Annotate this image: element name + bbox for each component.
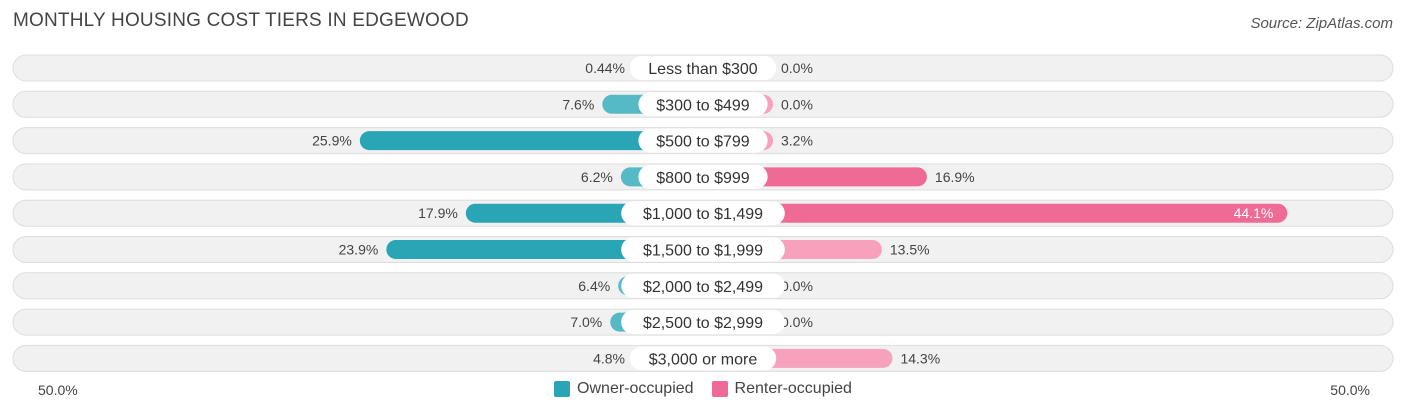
legend-item-renter[interactable]: Renter-occupied: [711, 380, 852, 398]
renter-swatch: [711, 381, 728, 397]
renter-value-label: 0.0%: [781, 278, 813, 294]
renter-value-label: 0.0%: [781, 96, 813, 112]
category-pill: [638, 92, 768, 117]
renter-value-label: 3.2%: [781, 133, 813, 149]
renter-value-label: 44.1%: [1234, 205, 1274, 221]
renter-value-label: 16.9%: [935, 169, 975, 185]
category-label: $300 to $499: [656, 97, 750, 114]
owner-value-label: 0.44%: [585, 60, 625, 76]
category-label: $2,000 to $2,499: [643, 279, 763, 296]
category-pill: [638, 164, 768, 189]
category-label: $3,000 or more: [649, 351, 758, 368]
owner-value-label: 17.9%: [418, 205, 458, 221]
category-label: Less than $300: [648, 61, 758, 78]
category-label: $1,500 to $1,999: [643, 243, 763, 260]
owner-value-label: 7.0%: [570, 314, 602, 330]
owner-value-label: 6.4%: [578, 278, 610, 294]
legend-renter-label: Renter-occupied: [734, 380, 852, 397]
owner-value-label: 7.6%: [562, 96, 594, 112]
owner-value-label: 4.8%: [593, 350, 625, 366]
legend: Owner-occupied Renter-occupied: [0, 380, 1406, 398]
renter-bar: [703, 203, 1288, 223]
legend-owner-label: Owner-occupied: [577, 380, 694, 397]
category-pill: [621, 273, 785, 298]
category-label: $500 to $799: [656, 134, 750, 151]
renter-value-label: 0.0%: [781, 60, 813, 76]
owner-bar: [359, 131, 703, 151]
category-pill: [621, 237, 785, 262]
category-pill: [638, 128, 768, 153]
owner-value-label: 6.2%: [581, 169, 613, 185]
axis-left-label: 50.0%: [38, 382, 78, 398]
category-pill: [629, 56, 777, 80]
chart-title: MONTHLY HOUSING COST TIERS IN EDGEWOOD: [13, 10, 469, 31]
category-label: $1,000 to $1,499: [643, 206, 763, 223]
category-label: $800 to $999: [656, 170, 750, 187]
category-label: $2,500 to $2,999: [643, 315, 763, 332]
chart-source: Source: ZipAtlas.com: [1250, 15, 1393, 32]
renter-value-label: 0.0%: [781, 314, 813, 330]
owner-swatch: [554, 381, 571, 397]
renter-value-label: 13.5%: [890, 242, 930, 258]
axis-right-label: 50.0%: [1330, 382, 1370, 398]
category-pill: [621, 201, 785, 226]
legend-item-owner[interactable]: Owner-occupied: [554, 380, 694, 398]
owner-value-label: 25.9%: [312, 133, 352, 149]
category-pill: [629, 346, 777, 371]
renter-value-label: 14.3%: [900, 350, 940, 366]
category-pill: [621, 310, 785, 335]
bar-chart: 0.44% 0.0% Less than $300 7.6% 0.0% $300 to $…: [12, 54, 1394, 372]
owner-value-label: 23.9%: [339, 242, 379, 258]
